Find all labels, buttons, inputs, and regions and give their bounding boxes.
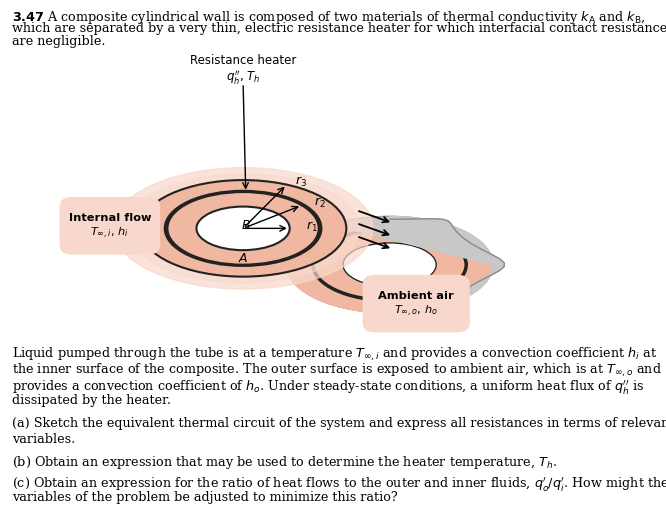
Ellipse shape	[113, 168, 373, 289]
Text: B: B	[242, 219, 250, 233]
Text: variables.: variables.	[12, 433, 75, 446]
Text: $T_{\infty,i}$, $h_i$: $T_{\infty,i}$, $h_i$	[91, 226, 129, 241]
Text: the inner surface of the composite. The outer surface is exposed to ambient air,: the inner surface of the composite. The …	[12, 362, 662, 379]
Text: $q_h^{\prime\prime}$, $T_h$: $q_h^{\prime\prime}$, $T_h$	[226, 69, 260, 87]
Text: provides a convection coefficient of $h_o$. Under steady-state conditions, a uni: provides a convection coefficient of $h_…	[12, 378, 644, 397]
FancyBboxPatch shape	[362, 275, 470, 333]
Text: A: A	[239, 252, 247, 266]
Text: (c) Obtain an expression for the ratio of heat flows to the outer and inner flui: (c) Obtain an expression for the ratio o…	[12, 475, 666, 494]
Polygon shape	[140, 180, 493, 265]
Text: Ambient air: Ambient air	[378, 291, 454, 302]
Ellipse shape	[286, 216, 493, 313]
Text: are negligible.: are negligible.	[12, 35, 105, 48]
Text: Liquid pumped through the tube is at a temperature $T_{\infty,i}$ and provides a: Liquid pumped through the tube is at a t…	[12, 346, 657, 363]
Ellipse shape	[169, 194, 317, 263]
Text: dissipated by the heater.: dissipated by the heater.	[12, 394, 171, 407]
Text: variables of the problem be adjusted to minimize this ratio?: variables of the problem be adjusted to …	[12, 491, 398, 504]
Ellipse shape	[140, 180, 346, 277]
Ellipse shape	[343, 243, 436, 286]
Text: (b) Obtain an expression that may be used to determine the heater temperature, $: (b) Obtain an expression that may be use…	[12, 454, 557, 471]
Text: which are separated by a very thin, electric resistance heater for which interfa: which are separated by a very thin, elec…	[12, 22, 666, 35]
Text: $\mathbf{3.47}$ A composite cylindrical wall is composed of two materials of the: $\mathbf{3.47}$ A composite cylindrical …	[12, 9, 645, 26]
Polygon shape	[390, 216, 504, 313]
Text: $T_{\infty,o}$, $h_o$: $T_{\infty,o}$, $h_o$	[394, 304, 438, 319]
Ellipse shape	[127, 174, 360, 283]
Ellipse shape	[196, 207, 290, 250]
Text: Resistance heater: Resistance heater	[190, 54, 296, 67]
Ellipse shape	[286, 216, 493, 313]
Text: (a) Sketch the equivalent thermal circuit of the system and express all resistan: (a) Sketch the equivalent thermal circui…	[12, 417, 666, 430]
Text: $r_3$: $r_3$	[295, 175, 307, 189]
Text: Internal flow: Internal flow	[69, 213, 151, 224]
Text: $r_1$: $r_1$	[306, 220, 318, 234]
FancyBboxPatch shape	[60, 197, 160, 255]
Text: $r_2$: $r_2$	[314, 196, 326, 210]
